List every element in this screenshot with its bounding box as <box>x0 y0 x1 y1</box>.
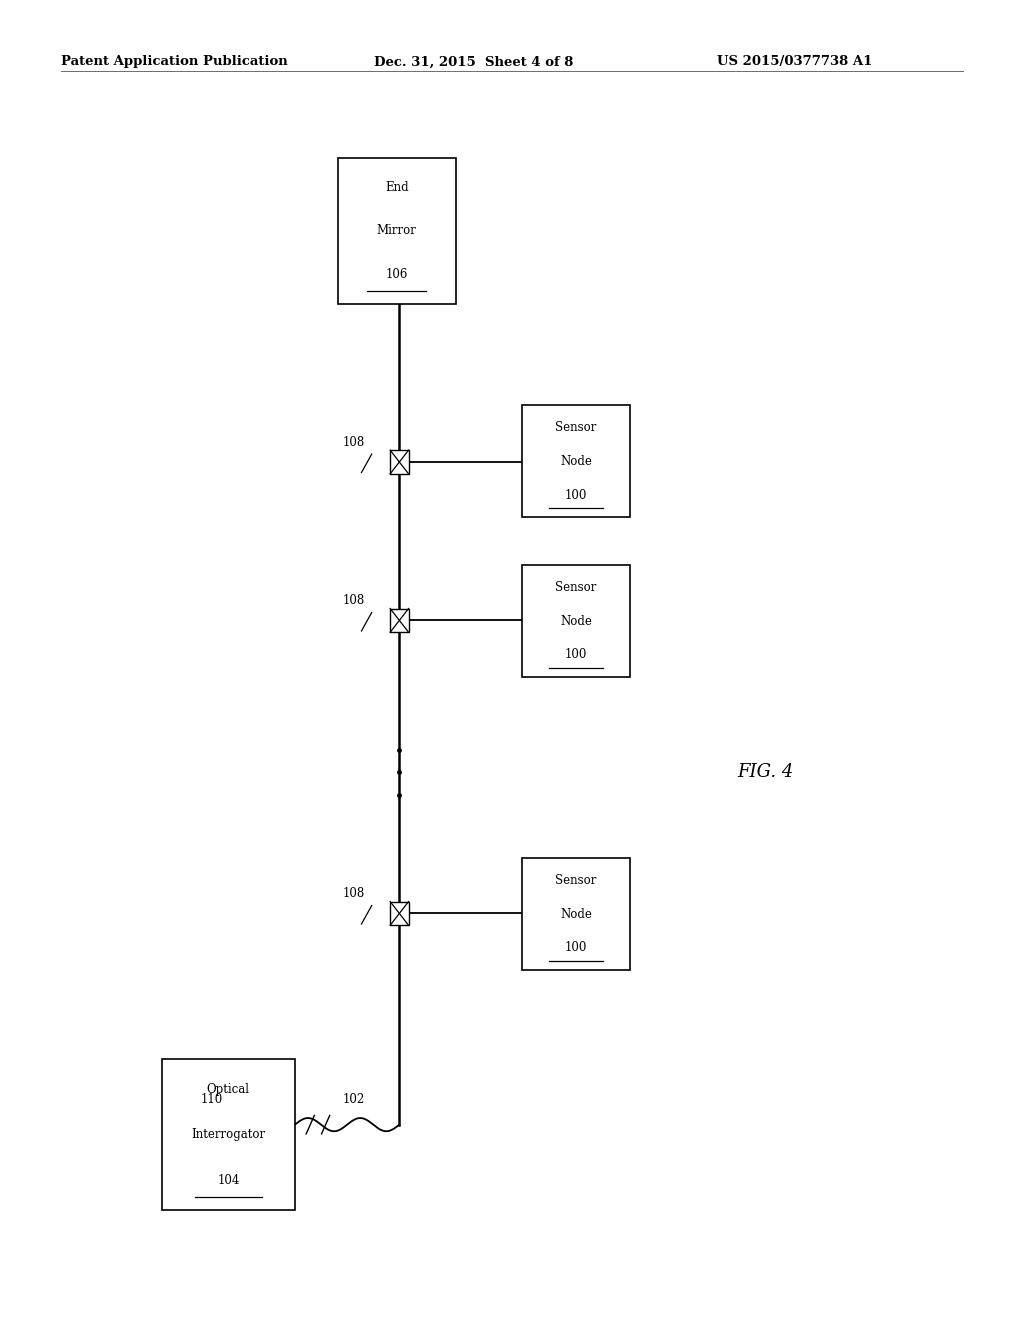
Text: Mirror: Mirror <box>377 224 417 238</box>
Text: Node: Node <box>560 615 592 627</box>
Text: Node: Node <box>560 455 592 467</box>
Text: Node: Node <box>560 908 592 920</box>
Text: Patent Application Publication: Patent Application Publication <box>61 55 288 69</box>
Bar <box>522 858 630 970</box>
Bar <box>390 450 409 474</box>
Text: 106: 106 <box>386 268 408 281</box>
Bar <box>162 1059 295 1210</box>
Text: Optical: Optical <box>207 1082 250 1096</box>
Text: FIG. 4: FIG. 4 <box>737 763 794 781</box>
Text: 100: 100 <box>565 941 587 954</box>
Text: End: End <box>385 181 409 194</box>
Text: 102: 102 <box>342 1093 365 1106</box>
Bar <box>390 609 409 632</box>
Text: 108: 108 <box>342 594 365 607</box>
Text: 104: 104 <box>217 1173 240 1187</box>
Text: Sensor: Sensor <box>555 421 597 434</box>
Text: Interrogator: Interrogator <box>191 1129 265 1140</box>
Text: Dec. 31, 2015  Sheet 4 of 8: Dec. 31, 2015 Sheet 4 of 8 <box>374 55 573 69</box>
Bar <box>522 405 630 517</box>
Text: US 2015/0377738 A1: US 2015/0377738 A1 <box>717 55 872 69</box>
Text: 108: 108 <box>342 436 365 449</box>
Text: Sensor: Sensor <box>555 874 597 887</box>
Text: 110: 110 <box>201 1093 223 1106</box>
Text: 100: 100 <box>565 488 587 502</box>
Bar <box>338 158 456 304</box>
Bar <box>522 565 630 677</box>
Text: 100: 100 <box>565 648 587 661</box>
Bar <box>390 902 409 925</box>
Text: 108: 108 <box>342 887 365 900</box>
Text: Sensor: Sensor <box>555 581 597 594</box>
